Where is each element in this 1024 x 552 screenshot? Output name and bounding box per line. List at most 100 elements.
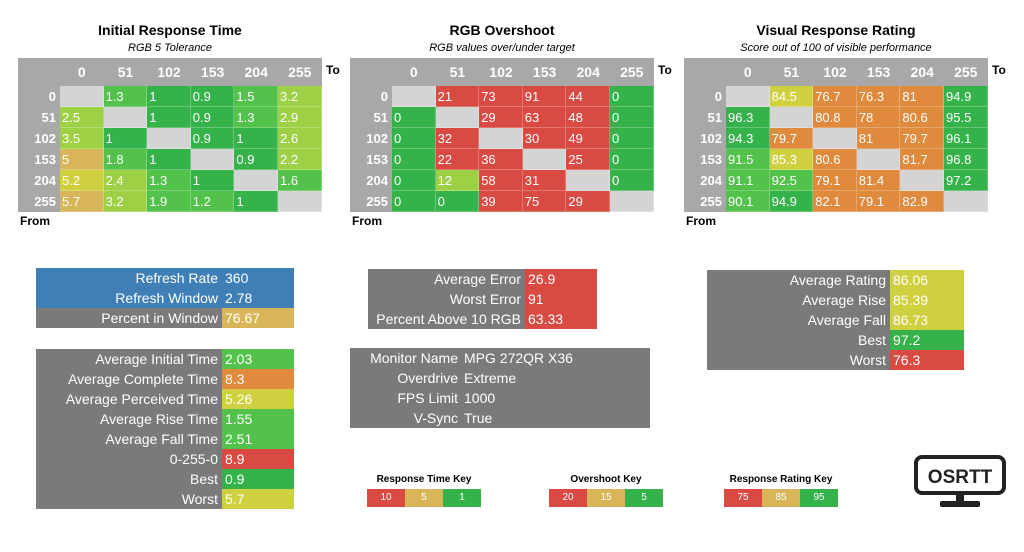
matrix-cell: 0 — [435, 191, 480, 212]
row-header: 153 — [34, 152, 56, 167]
matrix-cell: 81 — [900, 86, 944, 107]
matrix-cell: 81.4 — [856, 170, 901, 191]
matrix-cell — [278, 191, 322, 212]
row-header: 102 — [34, 131, 56, 146]
matrix-cell: 78 — [856, 107, 901, 128]
column-header: 102 — [823, 64, 847, 80]
key-swatch: 20 — [549, 489, 587, 507]
matrix-cell: 48 — [566, 107, 610, 128]
from-label: From — [352, 214, 382, 228]
matrix-grid: 0 51 102 153 204 255 0 21 73 91 44 0 51 0 29 63 48 0 102 0 3… — [350, 58, 654, 212]
row-header: 204 — [700, 173, 722, 188]
column-header: 102 — [157, 64, 181, 80]
time-stat-value: 5.7 — [222, 489, 294, 509]
matrix-cell: 80.6 — [813, 149, 857, 170]
matrix-cell: 1.9 — [147, 191, 191, 212]
key-swatch: 85 — [762, 489, 800, 507]
row-header: 51 — [707, 110, 722, 125]
column-header: 51 — [783, 64, 800, 80]
error-stat-label: Percent Above 10 RGB — [368, 309, 525, 329]
matrix-cell — [234, 170, 278, 191]
refresh-stat-value: 360 — [222, 268, 294, 288]
row-header: 255 — [366, 194, 388, 209]
matrix-cell — [813, 128, 857, 149]
matrix-cell: 1.3 — [234, 107, 278, 128]
refresh-stat-label: Refresh Window — [36, 288, 222, 308]
matrix-cell: 82.9 — [900, 191, 944, 212]
matrix-cell: 91.5 — [726, 149, 770, 170]
monitor-info-panel: Monitor Name MPG 272QR X36 Overdrive Extrem… — [350, 348, 650, 428]
matrix-cell: 0.9 — [190, 107, 235, 128]
monitor-info-label: V-Sync — [413, 410, 458, 426]
matrix-cell: 36 — [479, 149, 523, 170]
matrix-cell: 49 — [566, 128, 610, 149]
refresh-stat-value: 76.67 — [222, 308, 294, 328]
matrix-cell: 2.5 — [60, 107, 104, 128]
key-title: Response Rating Key — [729, 474, 833, 485]
matrix-cell: 2.6 — [278, 128, 322, 149]
error-stat-label: Average Error — [368, 269, 525, 289]
matrix-cell — [190, 149, 235, 170]
matrix-cell: 1.3 — [147, 170, 191, 191]
matrix-cell: 1 — [190, 170, 235, 191]
matrix-cell: 29 — [566, 191, 610, 212]
matrix-cell: 80.6 — [900, 107, 944, 128]
matrix-cell: 81 — [856, 128, 901, 149]
column-header: 204 — [576, 64, 600, 80]
matrix-subtitle: RGB values over/under target — [429, 42, 575, 54]
row-header: 153 — [700, 152, 722, 167]
monitor-info-value: MPG 272QR X36 — [464, 350, 573, 366]
matrix-cell: 79.1 — [856, 191, 901, 212]
matrix-cell — [479, 128, 523, 149]
logo-text: OSRTT — [928, 467, 993, 488]
column-header: 204 — [244, 64, 268, 80]
to-label: To — [992, 63, 1006, 77]
matrix-cell: 95.5 — [944, 107, 988, 128]
matrix-cell: 80.8 — [813, 107, 857, 128]
rating-stat-label: Best — [707, 330, 890, 350]
key-swatch: 95 — [800, 489, 838, 507]
monitor-icon: OSRTT — [914, 455, 1006, 507]
monitor-info-value: True — [464, 410, 493, 426]
matrix-cell: 0 — [610, 149, 654, 170]
refresh-stat-label: Percent in Window — [36, 308, 222, 328]
matrix-cell: 1.3 — [103, 86, 148, 107]
matrix-cell — [900, 170, 944, 191]
matrix-cell: 3.2 — [103, 191, 148, 212]
matrix-cell: 29 — [479, 107, 523, 128]
matrix-cell — [856, 149, 901, 170]
matrix-cell — [392, 86, 436, 107]
matrix-title: Visual Response Rating — [756, 22, 916, 38]
matrix-cell: 79.7 — [769, 128, 814, 149]
matrix-cell: 92.5 — [769, 170, 814, 191]
matrix-cell: 0 — [392, 149, 436, 170]
column-header: 255 — [288, 64, 312, 80]
matrix-cell: 22 — [435, 149, 480, 170]
row-header: 51 — [373, 110, 388, 125]
matrix-cell: 91.1 — [726, 170, 770, 191]
matrix-cell: 1.8 — [103, 149, 148, 170]
rating-stat-value: 85.39 — [890, 290, 964, 310]
monitor-info-label: Overdrive — [397, 370, 458, 386]
row-header: 255 — [700, 194, 722, 209]
matrix-cell — [103, 107, 148, 128]
matrix-cell: 1.5 — [234, 86, 278, 107]
refresh-stat-label: Refresh Rate — [36, 268, 222, 288]
matrix-cell: 30 — [522, 128, 567, 149]
matrix-cell: 96.1 — [944, 128, 988, 149]
matrix-cell: 2.9 — [278, 107, 322, 128]
column-header: 153 — [200, 64, 225, 80]
matrix-cell — [610, 191, 654, 212]
matrix-cell: 90.1 — [726, 191, 770, 212]
matrix-subtitle: Score out of 100 of visible performance — [740, 42, 932, 54]
matrix-cell: 1 — [147, 86, 191, 107]
matrix-cell: 91 — [522, 86, 567, 107]
row-header: 0 — [48, 89, 56, 104]
monitor-info-label: FPS Limit — [397, 390, 458, 406]
matrix-cell: 1 — [103, 128, 148, 149]
matrix-cell: 1.2 — [190, 191, 235, 212]
key-swatch: 75 — [724, 489, 762, 507]
column-header: 51 — [117, 64, 134, 80]
matrix-cell: 1.6 — [278, 170, 322, 191]
monitor-info-label: Monitor Name — [370, 350, 458, 366]
